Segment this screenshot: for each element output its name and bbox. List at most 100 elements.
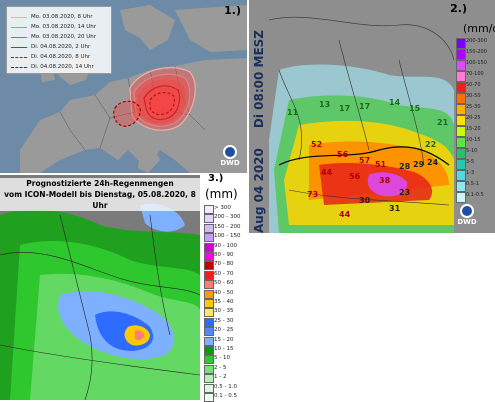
panel-3-scale-label: 5 - 10 — [214, 355, 230, 362]
panel-2-scale-swatch — [456, 115, 466, 126]
dwd-logo: DWD — [453, 204, 481, 228]
station-value: 28 — [399, 162, 411, 171]
panel-2-scale-swatch — [456, 159, 466, 170]
panel-3-scale-label: 50 - 60 — [214, 280, 234, 287]
panel-2-scale-swatch — [456, 38, 466, 49]
panel-2-scale-label: 1-3 — [466, 170, 475, 176]
dwd-logo-icon — [223, 145, 237, 159]
station-value: 23 — [399, 188, 411, 197]
panel-2-scale-swatch — [456, 137, 466, 148]
panel-3-scale-swatch — [204, 393, 214, 402]
panel-3-scale-label: 60 - 70 — [214, 270, 234, 277]
panel-2-scale-label: 70-100 — [466, 71, 484, 77]
germany-precip-map — [249, 0, 495, 233]
station-value: 57 — [359, 156, 371, 165]
panel-3-scale-swatch — [204, 364, 214, 374]
panel-2-scale-label: 100-150 — [466, 60, 487, 66]
panel-1-europe-map: Mo. 03.08.2020, 8 Uhr Mo. 03.08.2020, 14 … — [0, 0, 247, 173]
panel-1-legend-item: Mo. 03.08.2020, 8 Uhr — [7, 13, 111, 22]
station-value: 56 — [349, 172, 361, 181]
panel-2-scale-label: 200-300 — [466, 38, 487, 44]
station-value: 56 — [337, 150, 349, 159]
panel-3-scale-swatch — [204, 233, 214, 243]
panel-3-scale-swatch — [204, 223, 214, 233]
station-value: 44 — [321, 168, 333, 177]
dwd-logo-text: DWD — [220, 159, 240, 167]
panel-3-scale-swatch — [204, 252, 214, 261]
station-value: 11 — [287, 108, 299, 117]
panel-2-scale-label: 10-15 — [466, 137, 481, 143]
panel-3-scale-swatch — [204, 317, 214, 327]
panel-3-scale-swatch — [204, 261, 214, 271]
panel-2-scale-label: 5-10 — [466, 148, 478, 154]
panel-3-legend: 3.) (mm) > 300 200 - 300 150 - 200 100 - 15… — [200, 173, 247, 402]
panel-2-scale-swatch — [456, 126, 466, 137]
panel-1-legend-item: Di. 04.08.2020, 8 Uhr — [7, 53, 111, 62]
station-value: 31 — [389, 204, 401, 213]
panel-2-scale-swatch — [456, 148, 466, 159]
forecast-map — [0, 175, 201, 400]
panel-2-scale-label: 15-20 — [466, 126, 481, 132]
panel-2-scale-label: 25-30 — [466, 104, 481, 110]
panel-3-scale-label: 40 - 50 — [214, 289, 234, 296]
panel-2-number: 2.) — [450, 2, 467, 15]
station-value: 51 — [375, 160, 387, 169]
legend-label: Mo. 03.08.2020, 20 Uhr — [31, 34, 97, 40]
panel-2-scale-swatch — [456, 192, 466, 203]
panel-3-scale-label: 15 - 20 — [214, 336, 234, 343]
station-value: 30 — [359, 196, 371, 205]
panel-2-scale-swatch — [456, 82, 466, 93]
panel-2-scale-swatch — [456, 104, 466, 115]
panel-3-scale-label: 70 - 80 — [214, 261, 234, 268]
station-value: 38 — [379, 176, 391, 185]
panel-3-scale-label: 100 - 150 — [214, 233, 241, 240]
panel-3-scale-swatch — [204, 242, 214, 252]
station-value: 73 — [307, 190, 319, 199]
panel-3-scale-swatch — [204, 336, 214, 346]
panel-3-scale-swatch — [204, 299, 214, 308]
panel-3-scale-swatch — [204, 346, 214, 355]
panel-2-scale-swatch — [456, 181, 466, 192]
legend-line-swatch — [11, 37, 27, 38]
panel-3-title-line2: vom ICON-Modell bis Dienstag, 05.08.2020… — [4, 190, 196, 210]
panel-3-scale-swatch — [204, 214, 214, 224]
station-value: 24 — [427, 158, 439, 167]
panel-3-unit: (mm) — [205, 187, 238, 201]
panel-3-scale-swatch — [204, 289, 214, 299]
panel-3-scale-label: 2 - 5 — [214, 364, 227, 371]
panel-3-title-line1: Prognostizierte 24h-Regenmengen — [26, 179, 174, 188]
panel-2-scale-swatch — [456, 170, 466, 181]
station-value: 15 — [409, 104, 421, 113]
legend-label: Di. 04.08.2020, 8 Uhr — [31, 54, 91, 60]
panel-3-number: 3.) — [208, 173, 224, 184]
panel-3-scale-label: 0.1 - 0.5 — [214, 393, 237, 399]
legend-line-swatch — [11, 47, 27, 48]
panel-3-scale-label: 80 - 90 — [214, 252, 234, 258]
legend-line-swatch — [11, 57, 27, 58]
station-value: 17 — [339, 104, 351, 113]
panel-3-scale-label: 35 - 40 — [214, 299, 234, 305]
panel-1-number: 1.) — [224, 4, 241, 17]
panel-3-scale-swatch — [204, 327, 214, 337]
legend-label: Di. 04.08.2020, 2 Uhr — [31, 44, 91, 50]
panel-2-scale-label: 150-200 — [466, 49, 487, 55]
panel-2-scale-label: 20-25 — [466, 115, 481, 121]
panel-1-legend: Mo. 03.08.2020, 8 Uhr Mo. 03.08.2020, 14 … — [6, 6, 112, 74]
legend-label: Di. 04.08.2020, 14 Uhr — [31, 64, 94, 70]
panel-3-scale-swatch — [204, 205, 214, 214]
panel-3-scale-swatch — [204, 355, 214, 365]
station-value: 44 — [339, 210, 351, 219]
panel-1-legend-item: Mo. 03.08.2020, 20 Uhr — [7, 33, 111, 42]
legend-line-swatch — [11, 17, 27, 18]
panel-2-scale-label: 0.1-0.5 — [466, 192, 484, 198]
panel-2-scale-label: 0.5-1 — [466, 181, 479, 187]
panel-1-legend-item: Mo. 03.08.2020, 14 Uhr — [7, 23, 111, 32]
station-value: 21 — [437, 118, 449, 127]
dwd-logo-text: DWD — [457, 218, 477, 226]
panel-2-scale-swatch — [456, 60, 466, 71]
panel-3-title: Prognostizierte 24h-Regenmengen vom ICON… — [0, 178, 200, 211]
panel-3-scale-label: 150 - 200 — [214, 223, 241, 230]
panel-3-scale-swatch — [204, 270, 214, 280]
panel-1-legend-item: Di. 04.08.2020, 14 Uhr — [7, 63, 111, 72]
dwd-logo: DWD — [216, 145, 244, 169]
